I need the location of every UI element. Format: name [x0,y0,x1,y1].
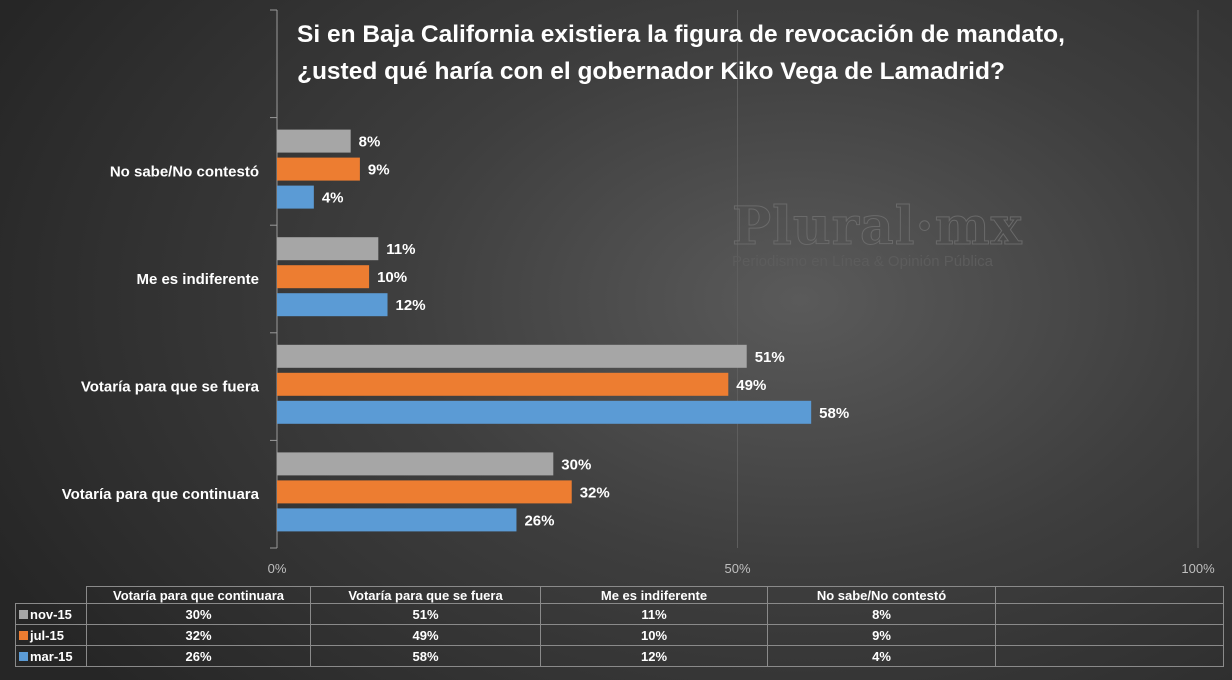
table-row: jul-15 32% 49% 10% 9% [15,624,1224,646]
bar-mar-15 [277,185,314,209]
chart-title-line-1: Si en Baja California existiera la figur… [297,21,1065,48]
data-label: 10% [377,269,407,286]
data-label: 26% [524,512,554,529]
bar-jul-15 [277,265,370,289]
table-cell: 49% [310,624,541,646]
category-label: No sabe/No contestó [110,163,259,180]
category-label: Me es indiferente [136,271,259,288]
bar-nov-15 [277,237,379,261]
watermark-tagline: Periodismo en Línea & Opinión Pública [732,253,993,270]
table-cell: 12% [540,645,768,667]
bar-nov-15 [277,452,554,476]
data-label: 51% [755,349,785,366]
table-cell: 11% [540,603,768,625]
bar-jul-15 [277,372,729,396]
table-header-cell: No sabe/No contestó [767,586,996,604]
bar-jul-15 [277,157,360,181]
data-label: 58% [819,405,849,422]
table-header-row: Votaría para que continuara Votaría para … [16,586,1224,604]
data-table: Votaría para que continuara Votaría para … [15,586,1224,667]
table-cell: 30% [86,603,311,625]
data-label: 32% [580,484,610,501]
x-tick-label: 100% [1181,561,1215,576]
legend-swatch-icon [19,651,28,661]
table-cell: 10% [540,624,768,646]
table-cell: 8% [767,603,996,625]
data-label: 30% [561,456,591,473]
table-header-cell: Me es indiferente [540,586,768,604]
data-label: 4% [322,190,344,207]
table-row: mar-15 26% 58% 12% 4% [15,645,1224,667]
bar-mar-15 [277,400,812,424]
bar-nov-15 [277,129,351,153]
data-label: 12% [396,297,426,314]
table-cell: 9% [767,624,996,646]
legend-entry: mar-15 [15,645,87,667]
table-cell: 32% [86,624,311,646]
table-header-cell: Votaría para que continuara [86,586,311,604]
bar-mar-15 [277,508,517,532]
legend-entry: nov-15 [15,603,87,625]
data-label: 11% [386,241,415,258]
bar-mar-15 [277,293,388,317]
legend-entry: jul-15 [15,624,87,646]
legend-swatch-icon [19,609,28,619]
x-tick-label: 0% [268,561,287,576]
table-row: nov-15 30% 51% 11% 8% [15,603,1224,625]
bar-jul-15 [277,480,572,504]
x-tick-label: 50% [724,561,750,576]
bar-nov-15 [277,344,747,368]
watermark-logo: Plural·mx [732,196,1023,258]
chart-title: Si en Baja California existiera la figur… [297,16,1217,90]
legend-swatch-icon [19,630,28,640]
table-cell: 26% [86,645,311,667]
chart-title-line-2: ¿usted qué haría con el gobernador Kiko … [297,58,1005,85]
category-label: Votaría para que continuara [62,486,260,503]
table-header-cell: Votaría para que se fuera [310,586,541,604]
table-cell: 51% [310,603,541,625]
table-cell: 4% [767,645,996,667]
data-label: 8% [359,134,381,151]
category-label: Votaría para que se fuera [81,379,260,396]
table-cell: 58% [310,645,541,667]
data-label: 49% [736,377,766,394]
data-label: 9% [368,162,390,179]
